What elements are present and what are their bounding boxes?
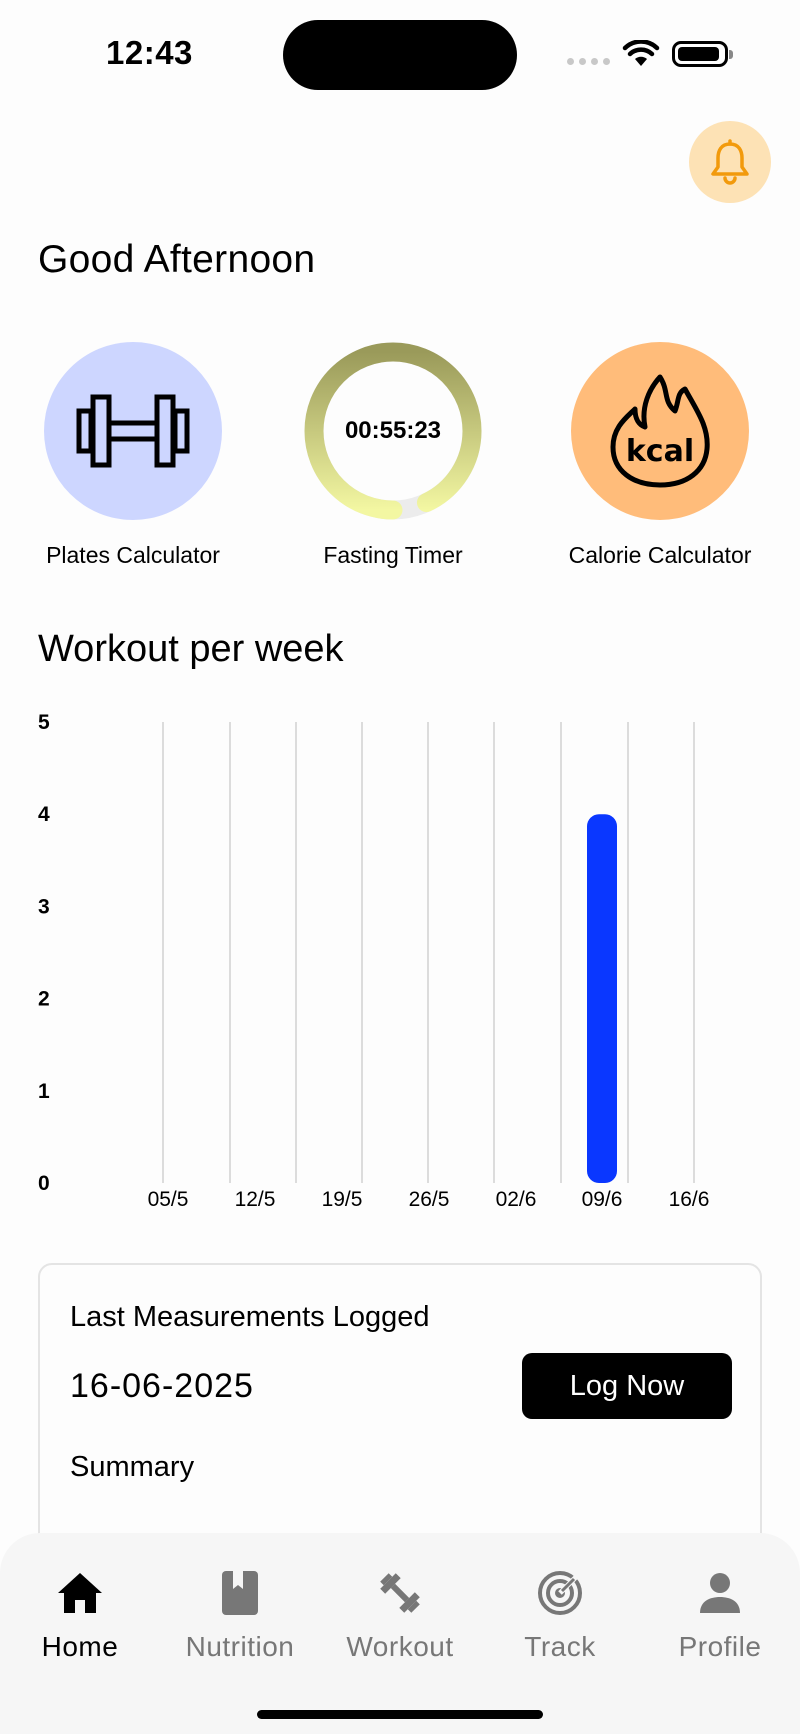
nav-home[interactable]: Home (0, 1567, 160, 1663)
log-now-button[interactable]: Log Now (522, 1353, 732, 1419)
nav-label: Home (41, 1631, 119, 1662)
nav-label: Workout (346, 1631, 454, 1662)
bar (587, 814, 617, 1183)
workout-chart: 0 1 2 3 4 5 05/5 12/5 19/5 26/5 02/6 09/6 16/6 (0, 700, 800, 1220)
nav-profile[interactable]: Profile (640, 1567, 800, 1663)
chart-plot: 0 1 2 3 4 5 05/5 12/5 19/5 26/5 02/6 09/6 16/6 (38, 711, 710, 1211)
kcal-text: kcal (626, 434, 694, 469)
home-indicator (257, 1710, 543, 1719)
dumbbell-icon (380, 1573, 420, 1613)
workout-section-title: Workout per week (38, 628, 344, 670)
x-tick-label: 19/5 (322, 1188, 363, 1211)
battery-icon (672, 41, 733, 67)
dynamic-island (283, 20, 517, 90)
plates-calculator-tile[interactable]: Plates Calculator (13, 342, 253, 569)
measurements-date: 16-06-2025 (70, 1367, 254, 1405)
y-tick-label: 3 (38, 895, 50, 918)
y-tick-label: 0 (38, 1172, 50, 1195)
dumbbell-icon (76, 394, 190, 468)
x-tick-label: 16/6 (669, 1188, 710, 1211)
timer-ring (304, 342, 482, 520)
target-icon (538, 1571, 582, 1615)
x-tick-label: 12/5 (235, 1188, 276, 1211)
status-bar: 12:43 (0, 0, 800, 110)
tool-label: Plates Calculator (46, 542, 220, 568)
signal-icon (567, 58, 610, 65)
y-tick-label: 2 (38, 988, 50, 1011)
calorie-calculator-tile[interactable]: kcal Calorie Calculator (540, 342, 780, 569)
nav-track[interactable]: Track (480, 1567, 640, 1663)
x-tick-label: 09/6 (582, 1188, 623, 1211)
fasting-timer-value: 00:55:23 (344, 417, 442, 444)
nav-workout[interactable]: Workout (320, 1567, 480, 1663)
tool-label: Fasting Timer (323, 542, 463, 568)
x-tick-label: 02/6 (496, 1188, 537, 1211)
measurements-title: Last Measurements Logged (70, 1301, 430, 1333)
bottom-nav: Home Nutrition Workout (0, 1533, 800, 1734)
measurements-card: Last Measurements Logged 16-06-2025 Log … (38, 1263, 762, 1563)
summary-heading: Summary (70, 1451, 195, 1483)
plates-calculator-circle[interactable] (44, 342, 222, 520)
notification-button[interactable] (689, 121, 771, 203)
fasting-timer-circle[interactable]: 00:55:23 (304, 342, 482, 520)
y-tick-label: 5 (38, 711, 50, 734)
fasting-timer-tile[interactable]: 00:55:23 Fasting Timer (273, 342, 513, 569)
x-tick-label: 26/5 (409, 1188, 450, 1211)
status-time: 12:43 (106, 34, 193, 71)
home-icon (58, 1573, 102, 1613)
y-tick-label: 1 (38, 1080, 50, 1103)
y-tick-label: 4 (38, 803, 50, 826)
tool-label: Calorie Calculator (568, 542, 752, 568)
nav-label: Profile (678, 1631, 762, 1662)
person-icon (700, 1573, 740, 1613)
kcal-flame-icon: kcal (610, 374, 710, 488)
nav-nutrition[interactable]: Nutrition (160, 1567, 320, 1663)
greeting-heading: Good Afternoon (38, 238, 316, 281)
calorie-calculator-circle[interactable]: kcal (571, 342, 749, 520)
x-tick-label: 05/5 (148, 1188, 189, 1211)
nav-label: Nutrition (185, 1631, 295, 1662)
bell-icon (711, 139, 749, 185)
book-icon (222, 1571, 258, 1615)
nav-label: Track (524, 1631, 596, 1662)
wifi-icon (622, 40, 660, 66)
